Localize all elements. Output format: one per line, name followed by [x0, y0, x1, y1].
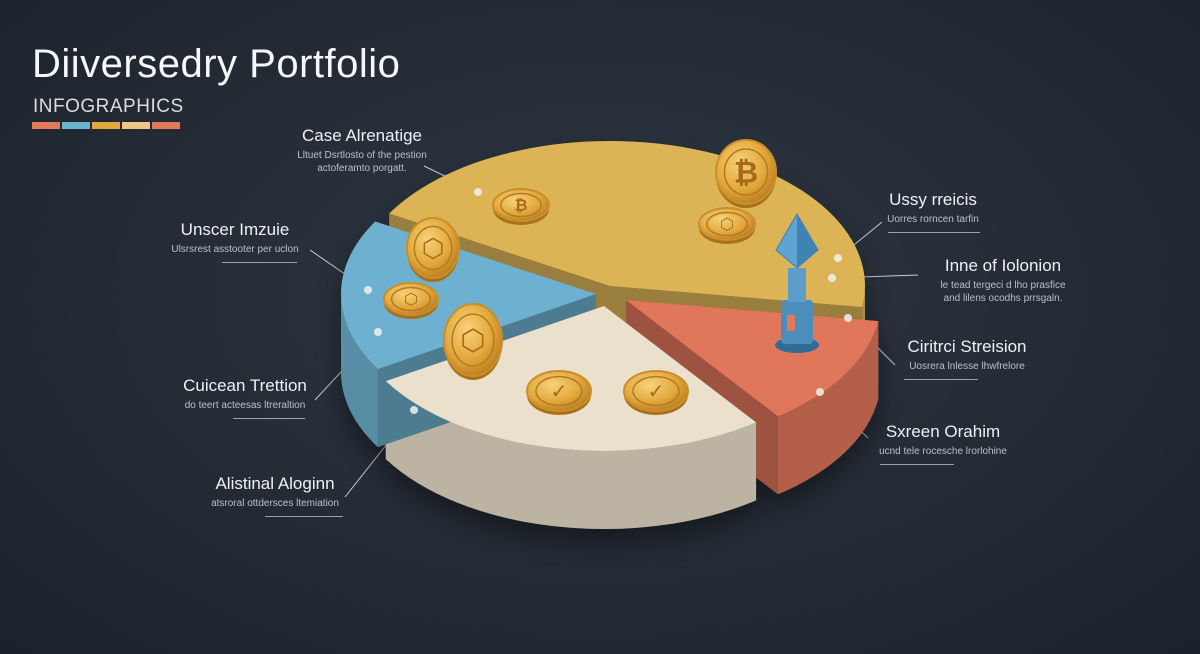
svg-text:⬡: ⬡	[422, 234, 445, 264]
svg-text:⬡: ⬡	[404, 290, 418, 309]
decorations: ₿ ₿ ⬡ ⬡ ⬡ ⬡ ✓ ✓	[364, 139, 852, 415]
divider	[880, 464, 954, 465]
svg-text:₿: ₿	[734, 156, 758, 191]
label-desc: atsroral ottdersces ltemiation	[211, 498, 339, 509]
label-heading: Unscer Imzuie	[180, 220, 290, 239]
label-desc: Ulsrsrest asstooter per uclon	[171, 244, 299, 255]
label-alistinal-aloginn: Alistinal Aloginn atsroral ottdersces lt…	[200, 474, 350, 517]
svg-text:✓: ✓	[648, 379, 665, 403]
label-inne-of-iolonion: Inne of Iolonion le tead tergeci d lho p…	[928, 256, 1078, 305]
label-desc: actoferamto porgatt.	[317, 163, 407, 174]
label-ciritrci-streision: Ciritrci Streision Uosrera lnlesse lhwfr…	[892, 337, 1042, 380]
swatch	[152, 122, 180, 129]
label-desc: Uosrera lnlesse lhwfrelore	[909, 361, 1025, 372]
label-heading: Alistinal Aloginn	[215, 474, 335, 493]
leader-dot	[834, 254, 842, 262]
pie-slice-wall	[778, 321, 879, 495]
pie-slice-3	[340, 221, 596, 370]
leader-dot	[364, 286, 372, 294]
coin-icon: ⬡	[406, 217, 460, 282]
label-heading: Ussy rreicis	[889, 190, 977, 209]
label-cuicean-trettion: Cuicean Trettion do teert acteesas ltrer…	[170, 376, 320, 419]
swatch	[32, 122, 60, 129]
page-title: Diiversedry Portfolio	[32, 42, 401, 86]
swatch	[122, 122, 150, 129]
leader-dot	[410, 406, 418, 414]
divider	[233, 418, 305, 419]
bitcoin-icon: ₿	[715, 139, 777, 208]
color-swatches	[32, 122, 180, 129]
coin-icon: ⬡	[383, 282, 439, 319]
label-desc: do teert acteesas ltreraltion	[184, 400, 306, 411]
leader-dot	[374, 328, 382, 336]
label-sxreen-orahim: Sxreen Orahim ucnd tele rocesche lrorloh…	[868, 422, 1018, 465]
svg-text:₿: ₿	[514, 196, 527, 215]
label-heading: Case Alrenatige	[301, 126, 423, 145]
divider	[222, 262, 297, 263]
label-ussy-rreicis: Ussy rreicis Uorres rorncen tarfin	[868, 190, 998, 233]
leader-dot	[828, 274, 836, 282]
coin-icon: ₿	[492, 188, 550, 225]
label-heading: Sxreen Orahim	[885, 422, 1001, 441]
pie-slice-wall	[341, 294, 378, 448]
label-heading: Inne of Iolonion	[944, 256, 1062, 275]
svg-text:⬡: ⬡	[460, 323, 485, 357]
swatch	[62, 122, 90, 129]
coin-icon: ✓	[526, 370, 592, 415]
coin-icon: ✓	[623, 370, 689, 415]
divider	[265, 516, 343, 517]
label-desc: le tead tergeci d lho prasfice	[940, 280, 1066, 291]
label-heading: Cuicean Trettion	[183, 376, 307, 395]
label-desc: ucnd tele rocesche lrorlohine	[879, 446, 1007, 457]
swatch	[92, 122, 120, 129]
divider	[888, 232, 980, 233]
svg-text:⬡: ⬡	[720, 215, 734, 234]
coin-icon: ⬡	[443, 303, 503, 380]
label-desc: and lilens ocodhs prrsgaln.	[943, 293, 1063, 304]
label-case-alrenatige: Case Alrenatige Lltuet Dsrtlosto of the …	[282, 126, 442, 175]
leader-dot	[816, 388, 824, 396]
pie-slice-wall	[385, 381, 757, 529]
label-heading: Ciritrci Streision	[907, 337, 1027, 356]
tower-icon	[775, 213, 819, 353]
leader-dot	[844, 314, 852, 322]
svg-text:✓: ✓	[551, 379, 568, 403]
divider	[904, 379, 978, 380]
leader-dot	[474, 188, 482, 196]
label-unscer-imzuie: Unscer Imzuie Ulsrsrest asstooter per uc…	[160, 220, 310, 263]
coin-icon: ⬡	[698, 207, 756, 244]
label-desc: Uorres rorncen tarfin	[887, 214, 979, 225]
page-subtitle: INFOGRAPHICS	[33, 96, 184, 117]
label-desc: Lltuet Dsrtlosto of the pestion	[297, 150, 427, 161]
pie-slice-1	[626, 300, 879, 417]
